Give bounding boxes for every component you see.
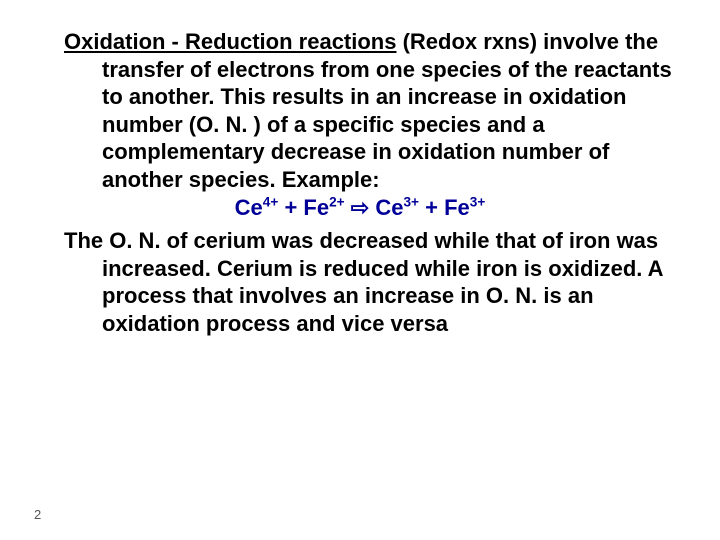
page-number: 2 xyxy=(34,507,41,522)
plus-2: + xyxy=(419,195,444,220)
redox-equation: Ce4+ + Fe2+ ⇨ Ce3+ + Fe3+ xyxy=(34,195,686,221)
fe-lhs: Fe xyxy=(303,195,329,220)
ce-lhs: Ce xyxy=(235,195,263,220)
ce-rhs-charge: 3+ xyxy=(403,195,419,210)
paragraph-explanation: The O. N. of cerium was decreased while … xyxy=(34,227,686,337)
paragraph-definition: Oxidation - Reduction reactions (Redox r… xyxy=(34,28,686,193)
reaction-arrow: ⇨ xyxy=(345,195,376,220)
plus-1: + xyxy=(278,195,303,220)
fe-rhs-charge: 3+ xyxy=(470,195,486,210)
ce-lhs-charge: 4+ xyxy=(263,195,279,210)
ce-rhs: Ce xyxy=(375,195,403,220)
title-text: Oxidation - Reduction reactions xyxy=(64,29,396,54)
fe-rhs: Fe xyxy=(444,195,470,220)
fe-lhs-charge: 2+ xyxy=(329,195,345,210)
